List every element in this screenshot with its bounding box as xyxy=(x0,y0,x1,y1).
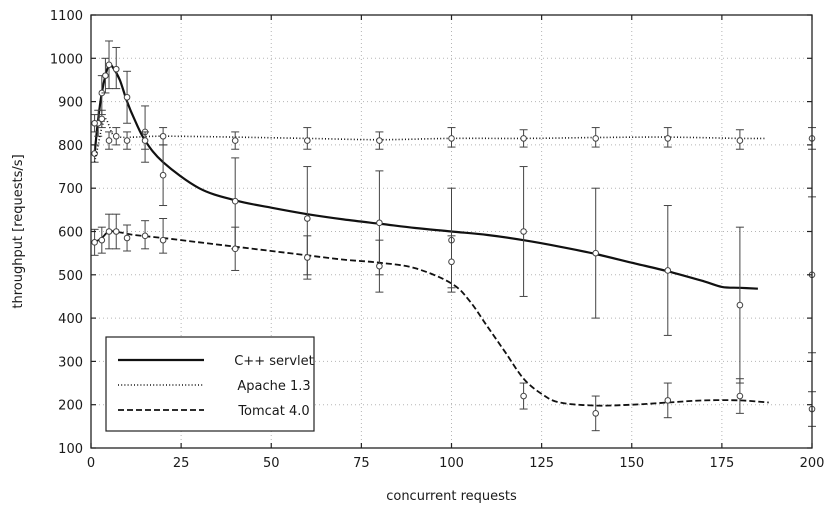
series-line-cpp-servlet xyxy=(93,63,758,290)
data-point xyxy=(520,392,527,400)
y-tick-label: 1000 xyxy=(50,52,83,67)
data-point xyxy=(520,228,527,235)
data-point xyxy=(231,245,239,253)
x-tick-label: 0 xyxy=(87,456,95,471)
y-tick-label: 800 xyxy=(58,139,83,154)
data-point xyxy=(141,137,149,144)
data-point xyxy=(231,197,239,205)
data-point xyxy=(664,397,672,404)
data-point xyxy=(304,137,311,144)
data-point xyxy=(141,232,149,240)
data-point xyxy=(664,267,672,274)
data-point xyxy=(304,215,311,222)
data-point xyxy=(592,249,600,257)
x-axis-label: concurrent requests xyxy=(386,489,517,504)
data-point xyxy=(736,301,744,309)
data-point xyxy=(376,262,383,270)
data-point xyxy=(105,228,113,235)
data-point xyxy=(520,135,527,142)
y-tick-label: 900 xyxy=(58,96,83,111)
data-point xyxy=(664,135,672,142)
series-line-apache xyxy=(93,118,766,163)
data-point xyxy=(105,137,113,144)
data-point xyxy=(736,137,744,144)
x-tick-label: 200 xyxy=(800,456,825,471)
legend: C++ servlet Apache 1.3 Tomcat 4.0 xyxy=(105,336,315,432)
series-cpp-servlet xyxy=(90,40,816,384)
data-point xyxy=(448,258,455,266)
x-tick-label: 175 xyxy=(709,456,734,471)
data-point xyxy=(102,72,109,79)
data-point xyxy=(231,137,239,144)
axis-ticks: 0 25 50 75 100 125 150 175 200 100 200 300 400 500 600… xyxy=(50,9,825,471)
series-apache xyxy=(90,109,816,163)
data-point xyxy=(123,137,131,144)
data-point xyxy=(592,135,600,142)
y-tick-label: 700 xyxy=(58,182,83,197)
data-point xyxy=(736,392,744,400)
data-point xyxy=(112,132,120,140)
data-point xyxy=(112,228,120,235)
legend-box xyxy=(105,336,315,432)
y-tick-label: 1100 xyxy=(50,9,83,24)
series-tomcat xyxy=(90,213,816,432)
y-tick-label: 500 xyxy=(58,269,83,284)
y-tick-label: 100 xyxy=(58,442,83,457)
y-tick-label: 200 xyxy=(58,399,83,414)
data-point xyxy=(98,236,106,244)
data-point xyxy=(159,236,167,244)
x-tick-label: 150 xyxy=(619,456,644,471)
y-tick-label: 300 xyxy=(58,355,83,370)
data-point xyxy=(376,137,383,144)
data-point xyxy=(448,135,455,142)
data-point xyxy=(123,93,131,101)
y-tick-label: 400 xyxy=(58,312,83,327)
legend-label-apache: Apache 1.3 xyxy=(237,379,310,394)
data-point xyxy=(159,171,167,179)
data-point xyxy=(112,65,120,73)
y-axis-label: throughput [requests/s] xyxy=(11,154,26,308)
x-tick-label: 25 xyxy=(173,456,190,471)
data-point xyxy=(91,119,98,127)
x-tick-label: 100 xyxy=(439,456,464,471)
data-point xyxy=(91,239,98,246)
data-point xyxy=(105,61,113,69)
data-point xyxy=(376,219,383,227)
data-point xyxy=(592,410,600,417)
legend-label-cpp-servlet: C++ servlet xyxy=(234,354,314,369)
data-point xyxy=(304,254,311,261)
y-tick-label: 600 xyxy=(58,226,83,241)
legend-label-tomcat: Tomcat 4.0 xyxy=(237,404,309,419)
series-line-tomcat xyxy=(94,230,769,407)
data-point xyxy=(159,132,167,140)
data-point xyxy=(98,115,106,123)
x-tick-label: 50 xyxy=(263,456,280,471)
x-tick-label: 75 xyxy=(353,456,370,471)
data-point xyxy=(123,234,131,242)
x-tick-label: 125 xyxy=(529,456,554,471)
